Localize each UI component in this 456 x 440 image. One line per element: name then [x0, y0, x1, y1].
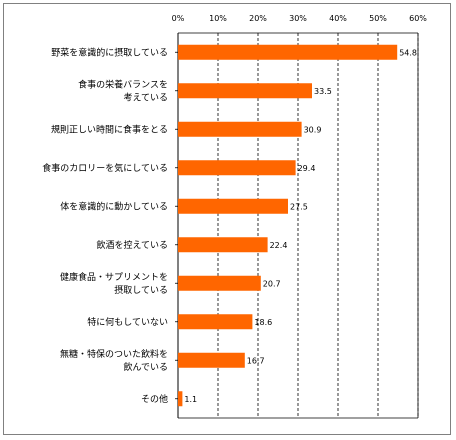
x-tick-label: 30%	[289, 14, 307, 23]
bar	[178, 198, 288, 214]
x-tick-label: 50%	[369, 14, 387, 23]
data-label: 27.5	[290, 202, 308, 211]
bar	[178, 391, 183, 407]
data-label: 22.4	[270, 241, 288, 250]
bar	[178, 275, 261, 291]
x-tick-label: 0%	[172, 14, 185, 23]
data-label: 1.1	[184, 395, 197, 404]
bar	[178, 44, 398, 60]
x-tick-label: 60%	[409, 14, 427, 23]
x-tick-label: 10%	[209, 14, 227, 23]
data-label: 20.7	[263, 279, 281, 288]
x-tick-label: 40%	[329, 14, 347, 23]
category-label: 無糖・特保のついた飲料を飲んでいる	[60, 348, 168, 373]
bar	[178, 121, 302, 137]
bar	[178, 237, 268, 253]
category-label: 食事の栄養バランスを考えている	[78, 78, 168, 103]
category-label: 特に何もしていない	[87, 316, 168, 328]
category-label: 野菜を意識的に摂取している	[51, 46, 168, 58]
bar	[178, 352, 245, 368]
category-label: 規則正しい時間に食事をとる	[51, 123, 168, 135]
category-label: 健康食品・サプリメントを摂取している	[60, 271, 168, 296]
category-label: その他	[141, 393, 168, 405]
data-label: 29.4	[298, 164, 316, 173]
category-label: 飲酒を控えている	[96, 239, 168, 251]
data-label: 16.7	[247, 356, 265, 365]
x-tick-label: 20%	[249, 14, 267, 23]
data-label: 18.6	[254, 318, 272, 327]
data-label: 54.8	[399, 48, 417, 57]
bar	[178, 160, 296, 176]
data-label: 30.9	[304, 125, 322, 134]
category-label: 体を意識的に動かしている	[60, 200, 168, 212]
data-label: 33.5	[314, 87, 332, 96]
bar	[178, 83, 312, 99]
category-label: 食事のカロリーを気にしている	[42, 162, 168, 174]
bar	[178, 314, 253, 330]
